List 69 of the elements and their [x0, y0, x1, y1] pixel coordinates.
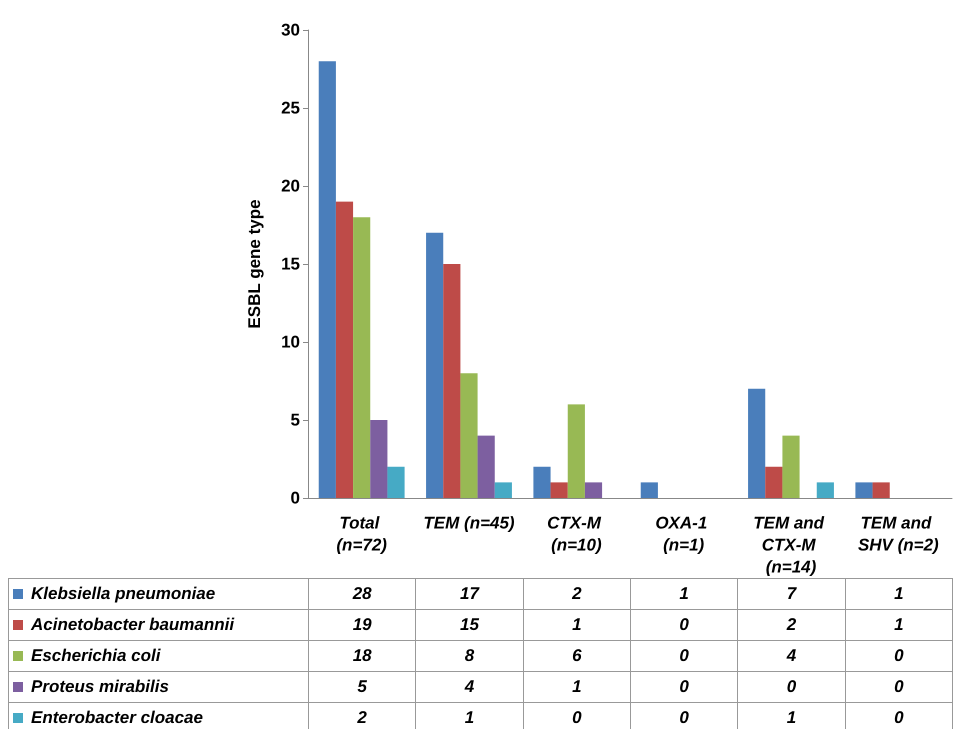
x-tick-label: OXA-1 (n=1)	[655, 514, 712, 554]
legend-label: Klebsiella pneumoniae	[31, 584, 216, 603]
y-tick-label: 20	[281, 176, 300, 196]
bar	[568, 404, 585, 498]
x-tick-label: Total (n=72)	[336, 514, 388, 554]
data-label: 0	[630, 610, 738, 640]
data-label: 6	[523, 640, 630, 672]
data-label: 0	[630, 640, 738, 672]
x-tick-label: TEM and CTX-M (n=14)	[753, 514, 829, 576]
bar	[353, 217, 370, 498]
data-label: 0	[738, 672, 846, 702]
bar	[584, 482, 602, 498]
x-tick-label: TEM (n=45)	[423, 514, 515, 532]
data-label: 19	[308, 610, 416, 640]
y-axis-title: ESBL gene type	[245, 199, 264, 329]
data-label: 1	[845, 578, 952, 610]
legend-label: Enterobacter cloacae	[31, 708, 203, 727]
bar	[443, 264, 460, 498]
bar	[748, 388, 766, 498]
data-label: 8	[416, 640, 524, 672]
data-label: 18	[308, 640, 416, 672]
data-label: 0	[845, 702, 952, 729]
data-label: 0	[845, 640, 952, 672]
data-label: 1	[523, 610, 630, 640]
data-label: 17	[416, 578, 524, 610]
data-label: 1	[738, 702, 846, 729]
y-tick-label: 5	[290, 410, 300, 430]
data-label: 0	[630, 672, 738, 702]
y-tick-label: 15	[281, 254, 300, 274]
x-tick-label: TEM and SHV (n=2)	[858, 514, 940, 554]
data-label: 0	[630, 702, 738, 729]
legend-label: Proteus mirabilis	[31, 677, 169, 696]
bar	[318, 61, 336, 498]
bar	[494, 482, 512, 498]
bar	[782, 436, 800, 498]
data-label: 0	[523, 702, 630, 729]
y-tick-label: 30	[281, 20, 300, 40]
data-label: 15	[416, 610, 524, 640]
data-label: 1	[416, 702, 524, 729]
bar	[478, 436, 495, 498]
bar	[460, 373, 478, 498]
bar	[855, 482, 873, 498]
x-tick-label: CTX-M (n=10)	[547, 514, 606, 554]
bar	[533, 466, 551, 498]
data-label: 2	[738, 610, 846, 640]
bar	[816, 482, 834, 498]
y-tick-label: 0	[290, 488, 300, 508]
bar	[426, 232, 444, 498]
bar	[872, 482, 890, 498]
bar	[640, 482, 658, 498]
bar	[336, 202, 354, 498]
data-label: 1	[630, 578, 738, 610]
data-label: 4	[738, 640, 846, 672]
bar	[387, 466, 405, 498]
bar	[765, 466, 782, 498]
data-label: 7	[738, 578, 846, 610]
data-label: 4	[416, 672, 524, 702]
bar	[550, 482, 568, 498]
data-label: 0	[845, 672, 952, 702]
bar	[370, 420, 388, 498]
legend-label: Acinetobacter baumannii	[31, 615, 234, 634]
data-label: 28	[308, 578, 416, 610]
data-label: 1	[523, 672, 630, 702]
y-tick-label: 25	[281, 98, 300, 118]
data-label: 2	[523, 578, 630, 610]
legend-label: Escherichia coli	[31, 646, 160, 665]
data-label: 2	[308, 702, 416, 729]
data-label: 1	[845, 610, 952, 640]
y-tick-label: 10	[281, 332, 300, 352]
